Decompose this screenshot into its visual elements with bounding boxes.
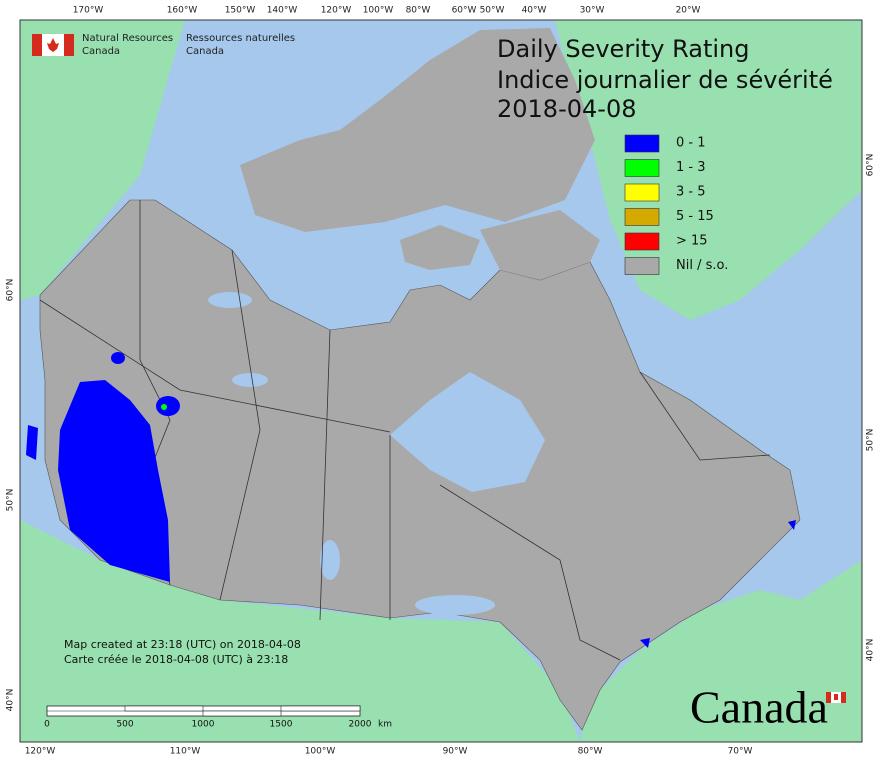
date: 2018-04-08 bbox=[497, 95, 636, 123]
frame-border bbox=[19, 19, 863, 743]
graticule-label: 140°W bbox=[267, 6, 298, 16]
legend-swatch bbox=[624, 159, 660, 177]
scale-label: 2000 bbox=[349, 720, 372, 730]
legend-swatch bbox=[624, 232, 660, 251]
graticule-label: 50°N bbox=[6, 489, 16, 512]
legend-swatch bbox=[624, 257, 660, 275]
credit: Carte créée le 2018-04-08 (UTC) à 23:18 bbox=[64, 653, 288, 666]
lake bbox=[232, 373, 268, 387]
border bbox=[439, 484, 621, 661]
scale-seg bbox=[124, 705, 204, 712]
subtitle: Indice journalier de sévérité bbox=[497, 66, 833, 94]
scale-label: 1000 bbox=[192, 720, 215, 730]
scale-seg bbox=[280, 705, 361, 712]
graticule-label: 100°W bbox=[363, 6, 394, 16]
graticule-label: 40°W bbox=[522, 6, 547, 16]
legend-label: 0 - 1 bbox=[676, 136, 706, 151]
rating-area bbox=[26, 425, 38, 460]
graticule-label: 40°N bbox=[6, 689, 16, 712]
graticule-labels: 170°W 160°W 150°W 140°W 120°W 100°W 80°W 60°W 50… bbox=[6, 6, 876, 757]
flag-bar bbox=[64, 34, 74, 56]
wordmark: Canada bbox=[690, 682, 828, 733]
graticule-label: 30°W bbox=[580, 6, 605, 16]
hudson-bay bbox=[390, 372, 545, 492]
scale-label: 0 bbox=[44, 720, 50, 730]
baffin-south bbox=[400, 225, 480, 270]
flag-bar bbox=[841, 692, 846, 703]
agency-name: Canada bbox=[82, 46, 120, 57]
graticule-label: 20°W bbox=[676, 6, 701, 16]
credit: Map created at 23:18 (UTC) on 2018-04-08 bbox=[64, 638, 301, 651]
rating-area bbox=[161, 404, 167, 410]
graticule-label: 160°W bbox=[167, 6, 198, 16]
graticule-label: 50°N bbox=[866, 429, 876, 452]
scale-label: 1500 bbox=[270, 720, 293, 730]
graticule-label: 90°W bbox=[443, 747, 468, 757]
legend-label: Nil / s.o. bbox=[676, 258, 728, 273]
border bbox=[39, 299, 391, 433]
graticule-label: 80°W bbox=[406, 6, 431, 16]
arctic-islands bbox=[240, 28, 595, 232]
border bbox=[639, 371, 771, 461]
rating-area bbox=[640, 638, 650, 648]
legend-swatch bbox=[624, 208, 660, 226]
scale-seg bbox=[202, 710, 282, 717]
graticule-label: 150°W bbox=[225, 6, 256, 16]
graticule-label: 100°W bbox=[305, 747, 336, 757]
graticule-label: 60°W bbox=[452, 6, 477, 16]
alaska bbox=[20, 20, 185, 300]
rating-area bbox=[111, 352, 125, 364]
border bbox=[319, 329, 331, 621]
graticule-label: 40°N bbox=[866, 639, 876, 662]
lake bbox=[320, 540, 340, 580]
graticule-label: 60°N bbox=[866, 154, 876, 177]
legend-label: 3 - 5 bbox=[676, 185, 706, 200]
legend-swatch bbox=[624, 134, 660, 153]
borders bbox=[39, 200, 771, 661]
map-frame bbox=[19, 19, 863, 743]
lake bbox=[208, 292, 252, 308]
legend-label: 5 - 15 bbox=[676, 209, 714, 224]
agency-name: Ressources naturelles bbox=[186, 33, 295, 44]
canada-mainland bbox=[39, 199, 801, 731]
scale-label: 500 bbox=[116, 720, 133, 730]
rating-area bbox=[58, 380, 170, 582]
scale-bar: 0 500 1000 1500 2000 km bbox=[44, 705, 392, 730]
graticule-label: 120°W bbox=[25, 747, 56, 757]
usa bbox=[20, 520, 580, 742]
graticule-label: 120°W bbox=[321, 6, 352, 16]
legend-swatch bbox=[624, 183, 660, 202]
rating-area bbox=[788, 520, 796, 530]
flag-bar bbox=[826, 692, 831, 703]
border bbox=[219, 249, 261, 601]
flag-bar bbox=[32, 34, 42, 56]
legend-label: > 15 bbox=[676, 234, 708, 249]
agency-header: Natural Resources Canada Ressources natu… bbox=[32, 33, 295, 57]
lake bbox=[415, 595, 495, 615]
graticule-label: 70°W bbox=[728, 747, 753, 757]
agency-name: Canada bbox=[186, 46, 224, 57]
graticule-label: 80°W bbox=[578, 747, 603, 757]
baffin-island bbox=[480, 210, 600, 280]
graticule-label: 60°N bbox=[6, 279, 16, 302]
flag-leaf bbox=[834, 694, 838, 700]
legend-label: 1 - 3 bbox=[676, 160, 706, 175]
graticule-label: 50°W bbox=[480, 6, 505, 16]
rating-area bbox=[156, 396, 180, 416]
flag-leaf bbox=[47, 38, 59, 52]
scale-unit: km bbox=[378, 720, 392, 730]
usa-northeast bbox=[580, 560, 862, 742]
agency-name: Natural Resources bbox=[82, 33, 173, 44]
graticule-label: 170°W bbox=[73, 6, 104, 16]
title: Daily Severity Rating bbox=[497, 35, 749, 63]
graticule-label: 110°W bbox=[170, 747, 201, 757]
legend: 0 - 1 1 - 3 3 - 5 5 - 15 > 15 Nil / s.o. bbox=[624, 134, 728, 275]
